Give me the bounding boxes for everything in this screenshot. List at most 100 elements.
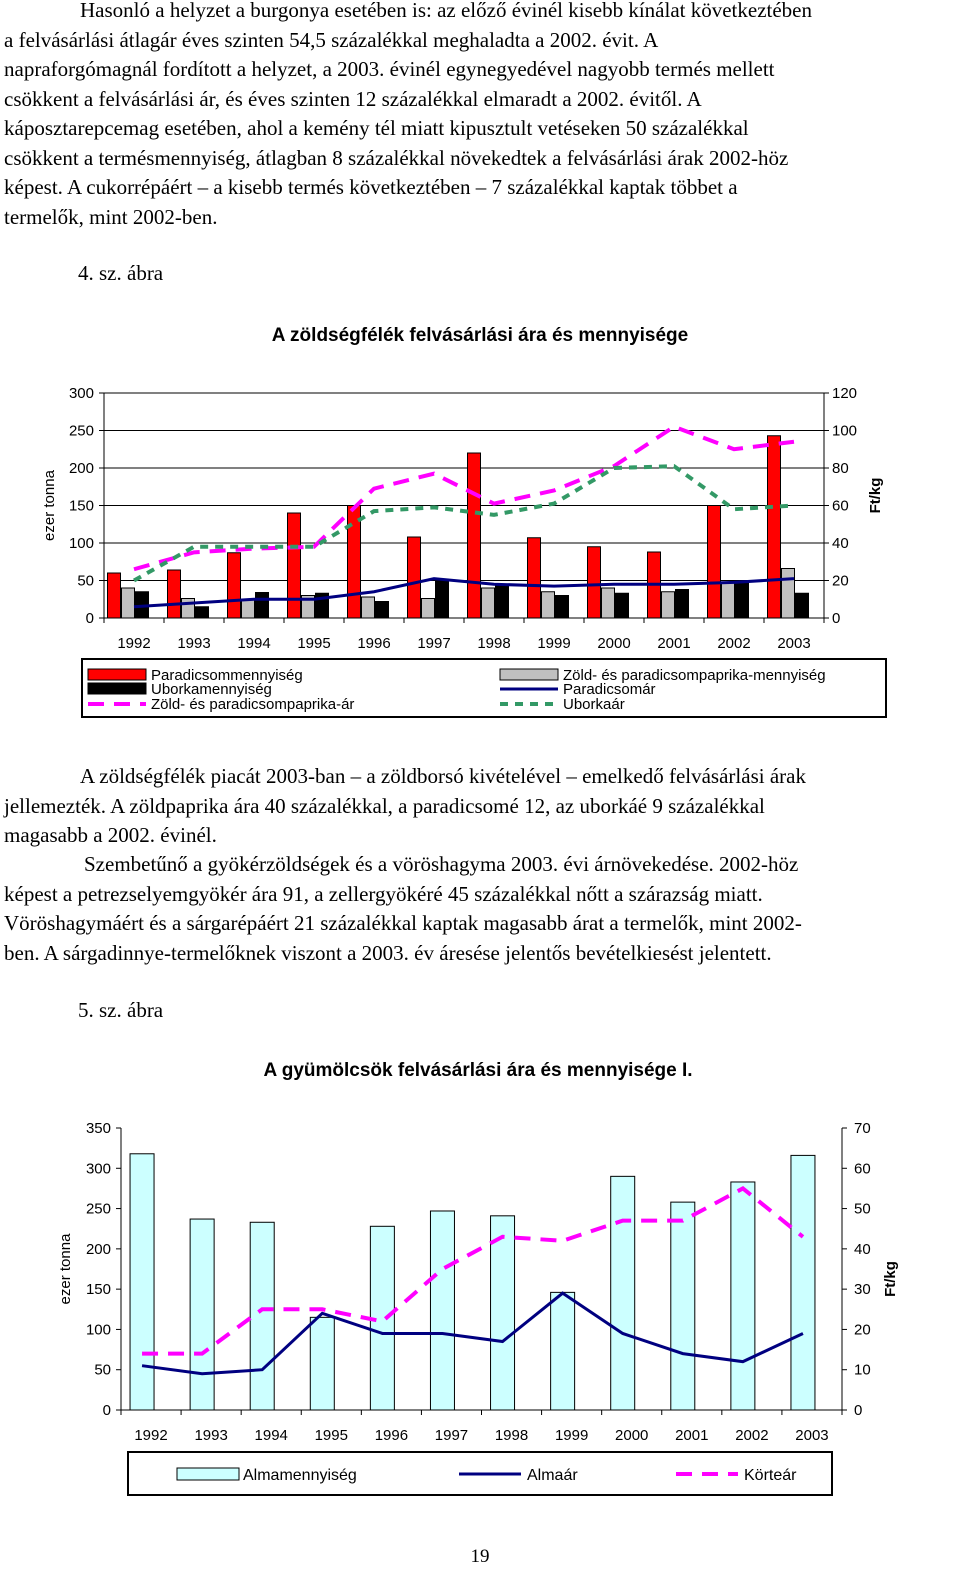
chart-2-title: A gyümölcsök felvásárlási ára és mennyis…: [263, 1060, 693, 1081]
text-line: káposztarepcemag esetében, ahol a kemény…: [4, 116, 749, 140]
bar-uborkamennyiseg: [615, 592, 629, 619]
y2-tick-label: 0: [832, 610, 840, 627]
y-tick-label: 300: [86, 1160, 111, 1177]
bar-paradicsommennyiseg: [287, 512, 301, 619]
text-line: jellemezték. A zöldpaprika ára 40 százal…: [4, 793, 765, 818]
legend-swatch-uborkamennyiseg: [87, 682, 147, 695]
bar-zold-es-paradicsompaprika-mennyiseg: [481, 587, 495, 619]
x-tick-label: 2001: [675, 1427, 708, 1444]
y-tick-label: 150: [69, 498, 94, 515]
page-number: 19: [470, 1546, 490, 1567]
bar-paradicsommennyiseg: [707, 505, 721, 619]
text-line: csökkent a felvásárlási ár, és éves szin…: [4, 86, 702, 111]
bar-almamennyiseg: [429, 1210, 455, 1411]
bar-uborkamennyiseg: [375, 601, 389, 619]
bar-zold-es-paradicsompaprika-mennyiseg: [421, 598, 435, 619]
bar-almamennyiseg: [189, 1218, 215, 1411]
legend-label: Uborkamennyiség: [151, 681, 272, 698]
bar-almamennyiseg: [730, 1181, 756, 1411]
y-tick-label: 150: [86, 1281, 111, 1298]
line-zold-es-paradicsompaprika-ar: [133, 424, 795, 572]
y-tick-label: 250: [86, 1201, 111, 1218]
bar-zold-es-paradicsompaprika-mennyiseg: [241, 599, 255, 619]
bar-paradicsommennyiseg: [467, 452, 481, 619]
x-tick-label: 2003: [777, 635, 810, 652]
y2-tick-label: 60: [832, 498, 849, 515]
bar-paradicsommennyiseg: [407, 536, 421, 619]
x-tick-label: 2001: [657, 635, 690, 652]
line-almaar: [141, 1291, 804, 1376]
legend-label: Körteár: [744, 1467, 797, 1484]
legend-box: [81, 658, 887, 718]
y2-tick-label: 20: [854, 1321, 871, 1338]
chart-1-title: A zöldségfélék felvásárlási ára és menny…: [271, 325, 689, 346]
bar-uborkamennyiseg: [495, 584, 509, 619]
x-tick-label: 1995: [315, 1427, 348, 1444]
y-axis-title: ezer tonna: [57, 1233, 74, 1305]
paragraph-1: Hasonló a helyzet a burgonya esetében is…: [4, 0, 954, 232]
y2-tick-label: 30: [854, 1281, 871, 1298]
bar-almamennyiseg: [610, 1175, 636, 1411]
fruit-price-quantity-chart: 0 50 100 150 200 250 300 350 0 10 20 30 40 50 60 70 1992…: [57, 1120, 899, 1496]
x-tick-label: 1998: [495, 1427, 528, 1444]
x-tick-label: 1994: [255, 1427, 288, 1444]
x-tick-label: 2000: [615, 1427, 648, 1444]
bar-almamennyiseg: [670, 1201, 696, 1411]
bar-zold-es-paradicsompaprika-mennyiseg: [721, 581, 735, 619]
line-uborkaar: [133, 464, 795, 583]
text-line: magasabb a 2002. évinél.: [4, 823, 217, 847]
bar-almamennyiseg: [249, 1221, 275, 1411]
y-tick-label: 100: [69, 535, 94, 552]
x-tick-label: 1993: [177, 635, 210, 652]
x-tick-label: 1995: [297, 635, 330, 652]
y2-tick-label: 20: [832, 573, 849, 590]
bar-almamennyiseg: [129, 1153, 155, 1411]
text-line: képest. A cukorrépáért – a kisebb termés…: [4, 175, 738, 199]
legend-swatch-zold-es-paradicsompaprika-mennyiseg: [499, 668, 559, 681]
y-tick-label: 50: [77, 573, 94, 590]
x-tick-label: 1994: [237, 635, 270, 652]
legend-swatch-paradicsommennyiseg: [87, 668, 147, 681]
y-axis-title: ezer tonna: [41, 469, 58, 541]
x-tick-label: 1992: [117, 635, 150, 652]
bar-zold-es-paradicsompaprika-mennyiseg: [181, 598, 195, 619]
paragraph-3: Szembetűnő a gyökérzöldségek és a vörösh…: [4, 850, 954, 968]
x-tick-label: 1992: [134, 1427, 167, 1444]
x-tick-label: 1997: [435, 1427, 468, 1444]
y-tick-label: 200: [86, 1241, 111, 1258]
y2-tick-label: 60: [854, 1160, 871, 1177]
line-paradicsomar: [133, 577, 795, 609]
y2-tick-label: 50: [854, 1201, 871, 1218]
y-tick-label: 300: [69, 385, 94, 402]
text-line: képest a petrezselyemgyökér ára 91, a ze…: [4, 881, 763, 906]
x-tick-label: 2000: [597, 635, 630, 652]
y2-axis-title: Ft/kg: [867, 478, 884, 514]
legend-label: Almaár: [527, 1467, 578, 1484]
figure-5-caption: 5. sz. ábra: [78, 998, 164, 1022]
x-tick-label: 1997: [417, 635, 450, 652]
bar-paradicsommennyiseg: [107, 572, 121, 619]
vegetable-price-quantity-chart: 0 50 100 150 200 250 300 0 20 40 60 80 100 120 1992 199…: [41, 385, 887, 718]
bar-paradicsommennyiseg: [587, 546, 601, 619]
y-tick-label: 350: [86, 1120, 111, 1137]
bar-uborkamennyiseg: [675, 589, 689, 619]
y2-tick-label: 70: [854, 1120, 871, 1137]
y2-tick-label: 0: [854, 1402, 862, 1419]
line-kortear: [142, 1186, 805, 1356]
y-tick-label: 200: [69, 460, 94, 477]
x-tick-label: 1996: [357, 635, 390, 652]
text-line: Vöröshagymáért és a sárgarépáért 21 száz…: [4, 911, 802, 935]
x-tick-label: 1998: [477, 635, 510, 652]
text-line: a felvásárlási átlagár éves szinten 54,5…: [4, 27, 659, 52]
text-line: Hasonló a helyzet a burgonya esetében is…: [80, 0, 813, 22]
text-line: A zöldségfélék piacát 2003-ban – a zöldb…: [80, 764, 806, 788]
bar-almamennyiseg: [490, 1215, 516, 1411]
bar-uborkamennyiseg: [195, 606, 209, 619]
bar-zold-es-paradicsompaprika-mennyiseg: [361, 596, 375, 619]
bar-paradicsommennyiseg: [167, 569, 181, 619]
bar-paradicsommennyiseg: [347, 505, 361, 619]
legend-label: Almamennyiség: [243, 1467, 357, 1484]
y2-tick-label: 40: [832, 535, 849, 552]
y2-tick-label: 80: [832, 460, 849, 477]
paragraph-2: A zöldségfélék piacát 2003-ban – a zöldb…: [4, 762, 954, 851]
